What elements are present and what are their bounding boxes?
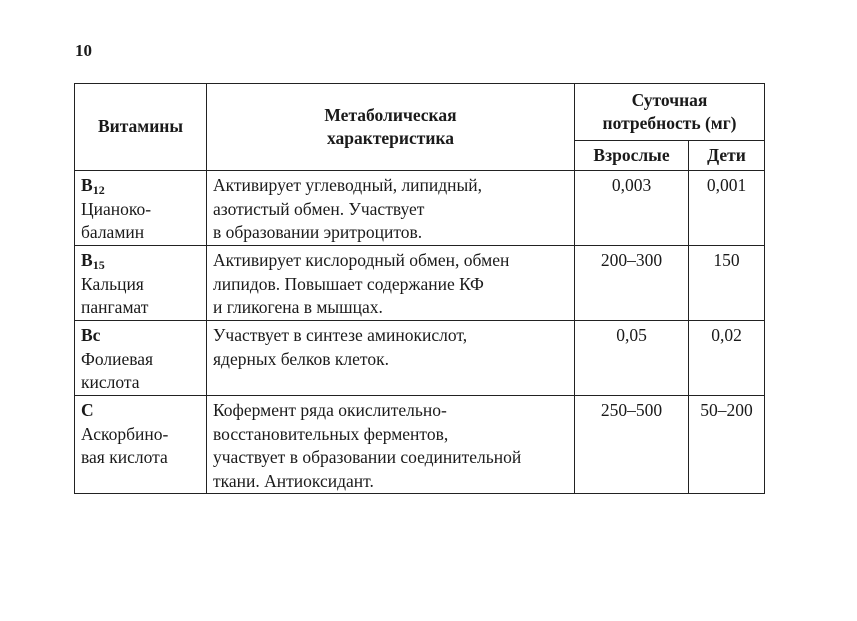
vitamin-cell: B15 Кальция пангамат bbox=[74, 245, 207, 321]
vitamin-cell: Bc Фолиевая кислота bbox=[74, 320, 207, 396]
vitamin-subscript: 15 bbox=[92, 258, 105, 272]
children-cell: 50–200 bbox=[688, 395, 765, 494]
table-row: Bc Фолиевая кислота Участвует в синтезе ам… bbox=[74, 320, 765, 396]
table-row: B12 Цианоко-баламин Активирует углеводный… bbox=[74, 170, 765, 246]
vitamin-code: B bbox=[81, 250, 93, 270]
adults-cell: 0,003 bbox=[574, 170, 689, 246]
children-cell: 0,02 bbox=[688, 320, 765, 396]
vitamin-cell: B12 Цианоко-баламин bbox=[74, 170, 207, 246]
description-cell: Участвует в синтезе аминокислот, ядерных … bbox=[206, 320, 575, 396]
header-metabolic: Метаболическая характеристика bbox=[206, 83, 575, 171]
header-daily-need: Суточная потребность (мг) bbox=[574, 83, 765, 141]
table-row: B15 Кальция пангамат Активирует кислородны… bbox=[74, 245, 765, 321]
description-cell: Кофермент ряда окислительно-восстановите… bbox=[206, 395, 575, 494]
vitamin-subscript: 12 bbox=[92, 183, 105, 197]
vitamins-table: Витамины Метаболическая характеристика С… bbox=[74, 83, 765, 494]
header-adults: Взрослые bbox=[574, 140, 689, 171]
header-children: Дети bbox=[688, 140, 765, 171]
page-number: 10 bbox=[75, 41, 92, 60]
adults-cell: 0,05 bbox=[574, 320, 689, 396]
table-row: C Аскорбино-вая кислота Кофермент ряда ок… bbox=[74, 395, 765, 494]
adults-cell: 200–300 bbox=[574, 245, 689, 321]
children-cell: 150 bbox=[688, 245, 765, 321]
description-cell: Активирует углеводный, липидный, азотисты… bbox=[206, 170, 575, 246]
vitamin-cell: C Аскорбино-вая кислота bbox=[74, 395, 207, 494]
vitamin-code: C bbox=[81, 400, 94, 420]
vitamin-code: Bc bbox=[81, 325, 101, 345]
description-cell: Активирует кислородный обмен, обмен липид… bbox=[206, 245, 575, 321]
adults-cell: 250–500 bbox=[574, 395, 689, 494]
header-vitamins: Витамины bbox=[74, 83, 207, 171]
children-cell: 0,001 bbox=[688, 170, 765, 246]
vitamin-code: B bbox=[81, 175, 93, 195]
